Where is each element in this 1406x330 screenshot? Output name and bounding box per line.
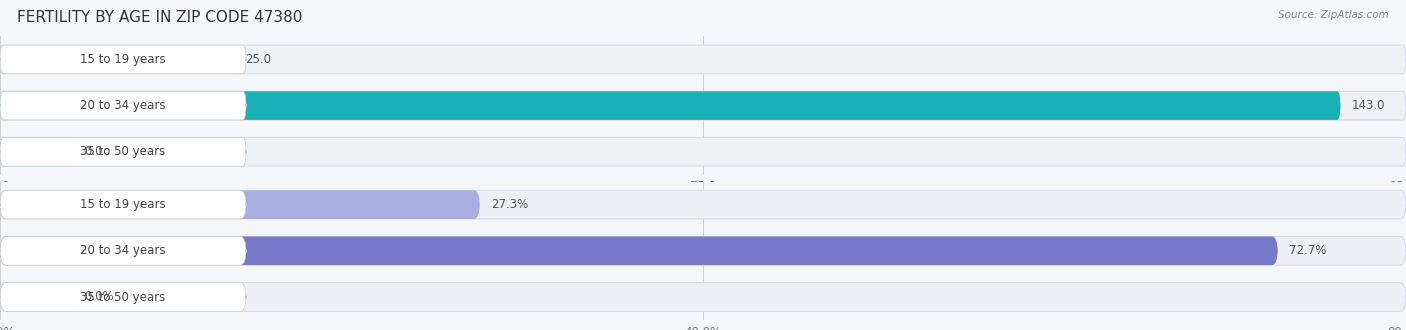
FancyBboxPatch shape: [0, 190, 479, 219]
Text: 20 to 34 years: 20 to 34 years: [80, 99, 166, 112]
Text: 35 to 50 years: 35 to 50 years: [80, 290, 166, 304]
FancyBboxPatch shape: [0, 283, 77, 311]
FancyBboxPatch shape: [0, 91, 246, 120]
FancyBboxPatch shape: [0, 190, 246, 219]
Text: 143.0: 143.0: [1351, 99, 1385, 112]
Text: 0.0%: 0.0%: [84, 290, 114, 304]
Text: FERTILITY BY AGE IN ZIP CODE 47380: FERTILITY BY AGE IN ZIP CODE 47380: [17, 10, 302, 25]
FancyBboxPatch shape: [0, 91, 1340, 120]
Text: 20 to 34 years: 20 to 34 years: [80, 244, 166, 257]
Text: 15 to 19 years: 15 to 19 years: [80, 53, 166, 66]
FancyBboxPatch shape: [0, 91, 1406, 120]
Text: 35 to 50 years: 35 to 50 years: [80, 145, 166, 158]
Text: 0.0: 0.0: [84, 145, 103, 158]
FancyBboxPatch shape: [0, 45, 235, 74]
Text: 25.0: 25.0: [246, 53, 271, 66]
FancyBboxPatch shape: [0, 138, 246, 166]
FancyBboxPatch shape: [0, 45, 246, 74]
FancyBboxPatch shape: [0, 45, 1406, 74]
Text: 15 to 19 years: 15 to 19 years: [80, 198, 166, 211]
FancyBboxPatch shape: [0, 237, 1278, 265]
FancyBboxPatch shape: [0, 237, 246, 265]
FancyBboxPatch shape: [0, 138, 1406, 166]
FancyBboxPatch shape: [0, 237, 1406, 265]
FancyBboxPatch shape: [0, 283, 246, 311]
Text: 72.7%: 72.7%: [1289, 244, 1326, 257]
Text: 27.3%: 27.3%: [491, 198, 529, 211]
Text: Source: ZipAtlas.com: Source: ZipAtlas.com: [1278, 10, 1389, 20]
FancyBboxPatch shape: [0, 138, 77, 166]
FancyBboxPatch shape: [0, 283, 1406, 311]
FancyBboxPatch shape: [0, 190, 1406, 219]
